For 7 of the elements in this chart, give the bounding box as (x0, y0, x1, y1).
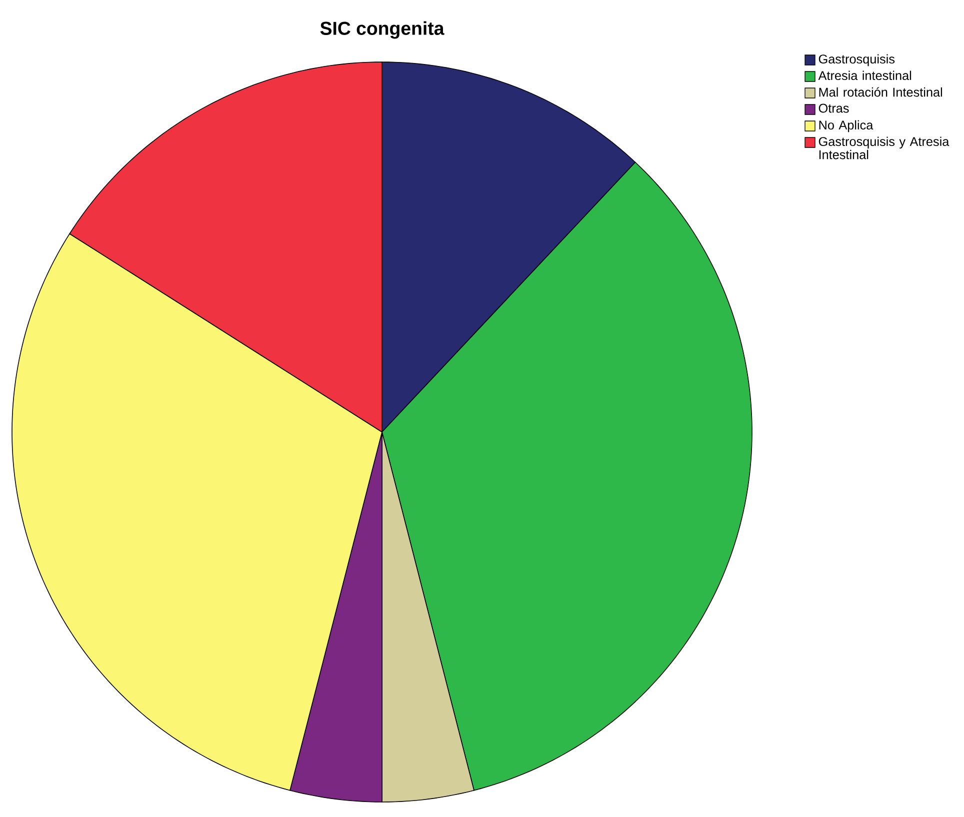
legend-label: No Aplica (819, 120, 874, 132)
legend-label: Gastrosquisis y Atresia Intestinal (818, 136, 950, 160)
legend-label: Otras (818, 104, 849, 113)
legend-label: Gastrosquisis (818, 54, 895, 66)
chart-title: SIC congenita (320, 21, 444, 39)
legend-label: Mal rotación Intestinal (819, 87, 942, 97)
legend-label: Atresia intestinal (818, 70, 912, 80)
